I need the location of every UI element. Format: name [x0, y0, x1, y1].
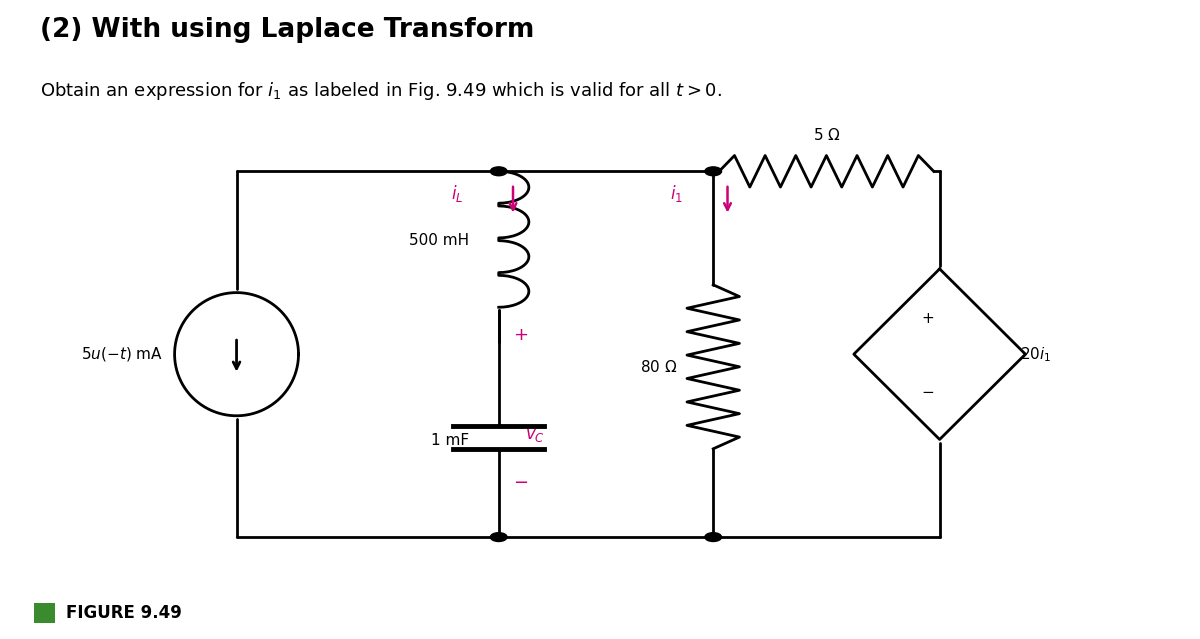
Circle shape [491, 533, 508, 541]
Text: 80 $\Omega$: 80 $\Omega$ [640, 359, 678, 375]
Text: $-$: $-$ [922, 383, 935, 397]
Text: $i_1$: $i_1$ [671, 183, 684, 204]
Text: +: + [512, 327, 528, 344]
Text: $20i_1$: $20i_1$ [1020, 345, 1051, 364]
Text: $i_L$: $i_L$ [450, 183, 463, 204]
Text: $-$: $-$ [512, 472, 528, 489]
Circle shape [704, 533, 721, 541]
Text: $v_C$: $v_C$ [524, 426, 545, 443]
Text: 5 $\Omega$: 5 $\Omega$ [812, 127, 840, 143]
Text: Obtain an expression for $i_1$ as labeled in Fig. 9.49 which is valid for all $t: Obtain an expression for $i_1$ as labele… [40, 80, 722, 102]
Text: 500 mH: 500 mH [409, 233, 469, 248]
Text: (2) With using Laplace Transform: (2) With using Laplace Transform [40, 17, 534, 43]
Text: +: + [922, 311, 934, 326]
Circle shape [491, 167, 508, 176]
Text: 1 mF: 1 mF [431, 433, 469, 449]
Text: $5u(-t)$ mA: $5u(-t)$ mA [80, 345, 163, 363]
Text: FIGURE 9.49: FIGURE 9.49 [66, 604, 182, 622]
Bar [34, 603, 55, 624]
Circle shape [704, 167, 721, 176]
